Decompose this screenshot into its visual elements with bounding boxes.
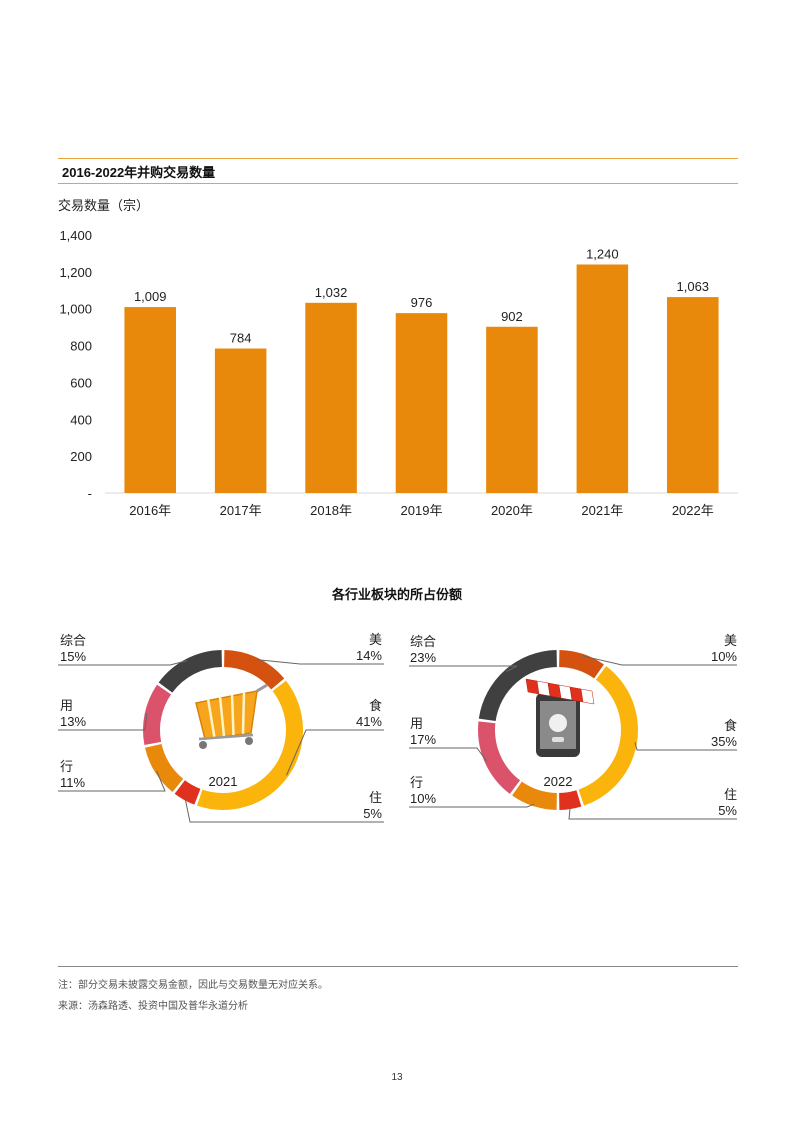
segment-percent-label: 14%: [356, 648, 382, 663]
donut-slice: [512, 781, 557, 810]
leader-line: [581, 655, 737, 666]
segment-name-label: 综合: [410, 634, 436, 649]
x-tick-label: 2018年: [310, 503, 352, 518]
segment-percent-label: 41%: [356, 714, 382, 729]
segment-percent-label: 5%: [363, 806, 382, 821]
shopping-basket-icon: [195, 683, 268, 749]
y-tick-label: 1,000: [59, 302, 92, 317]
segment-percent-label: 10%: [410, 791, 436, 806]
x-tick-label: 2020年: [491, 503, 533, 518]
bar-value-label: 976: [411, 295, 433, 310]
bar: [395, 313, 448, 493]
donut-slice: [578, 666, 638, 806]
bar: [214, 348, 267, 493]
segment-percent-label: 17%: [410, 732, 436, 747]
leader-line: [286, 729, 384, 776]
donut-slice: [559, 790, 582, 810]
leader-line: [58, 770, 166, 792]
segment-name-label: 用: [60, 698, 73, 713]
leader-line: [58, 713, 148, 731]
bar-value-label: 902: [501, 309, 523, 324]
leader-line: [409, 803, 535, 808]
y-tick-label: 600: [70, 375, 92, 390]
bar-chart: - 200 400 600 800 1,000 1,200 1,400 1,009 2016年 78…: [59, 228, 738, 518]
segment-name-label: 食: [724, 718, 737, 733]
leader-line: [409, 747, 487, 762]
donut-slice: [143, 684, 172, 746]
donut-slice: [196, 680, 304, 810]
segment-percent-label: 11%: [60, 775, 85, 790]
bar: [576, 264, 629, 493]
donut-slice: [478, 721, 521, 794]
footnote: 注：部分交易未披露交易金额，因此与交易数量无对应关系。: [58, 980, 328, 991]
x-tick-label: 2017年: [220, 503, 262, 518]
donut-center-year-label: 2021: [209, 774, 238, 789]
bar: [667, 297, 719, 493]
segment-percent-label: 13%: [60, 714, 86, 729]
donut-slice: [158, 650, 222, 693]
leader-line: [184, 798, 384, 823]
y-tick-label: 400: [70, 412, 92, 427]
donut-slice: [144, 743, 184, 793]
segment-percent-label: 15%: [60, 649, 86, 664]
leader-line: [409, 665, 518, 672]
bar-value-label: 1,032: [315, 285, 348, 300]
footer-divider: [58, 966, 738, 967]
leader-line: [256, 659, 384, 665]
x-tick-label: 2022年: [672, 503, 714, 518]
bar-chart-ylabel: 交易数量（宗）: [58, 198, 150, 213]
y-tick-label: 800: [70, 339, 92, 354]
segment-name-label: 综合: [60, 633, 86, 648]
donut-slice: [174, 780, 201, 805]
bar: [486, 326, 538, 493]
y-tick-label: -: [88, 486, 92, 501]
segment-name-label: 行: [410, 775, 423, 790]
donut-center-year-label: 2022: [544, 774, 573, 789]
segment-percent-label: 10%: [711, 649, 737, 664]
y-tick-label: 1,200: [59, 265, 92, 280]
source-note: 来源：汤森路透、投资中国及普华永道分析: [58, 1001, 248, 1012]
leader-line: [634, 742, 737, 751]
bar-value-label: 1,009: [134, 289, 167, 304]
leader-line: [58, 660, 188, 666]
x-tick-label: 2016年: [129, 503, 171, 518]
x-tick-label: 2019年: [401, 503, 443, 518]
segment-percent-label: 23%: [410, 650, 436, 665]
mobile-store-icon: [525, 678, 595, 757]
x-tick-label: 2021年: [581, 503, 623, 518]
segment-percent-label: 5%: [718, 803, 737, 818]
donut-slice: [224, 650, 285, 690]
segment-name-label: 食: [369, 698, 382, 713]
donut-section-title: 各行业板块的所占份额: [331, 587, 462, 602]
y-tick-label: 1,400: [59, 228, 92, 243]
chart-title-bar: [58, 158, 738, 184]
segment-name-label: 用: [410, 716, 423, 731]
bar: [124, 307, 176, 493]
segment-name-label: 行: [60, 759, 73, 774]
bar-value-label: 1,063: [677, 279, 710, 294]
leader-line: [568, 806, 737, 820]
segment-name-label: 住: [369, 790, 382, 805]
donut-slice: [478, 650, 557, 722]
bar-value-label: 784: [230, 331, 252, 346]
bar: [305, 302, 357, 493]
segment-name-label: 美: [369, 632, 382, 647]
y-tick-label: 200: [70, 449, 92, 464]
segment-name-label: 美: [724, 633, 737, 648]
donut-slice: [559, 650, 604, 679]
bar-chart-title: 2016-2022年并购交易数量: [62, 165, 216, 180]
page-number: 13: [391, 1072, 403, 1083]
segment-name-label: 住: [724, 787, 737, 802]
segment-percent-label: 35%: [711, 734, 737, 749]
bar-value-label: 1,240: [586, 246, 619, 261]
